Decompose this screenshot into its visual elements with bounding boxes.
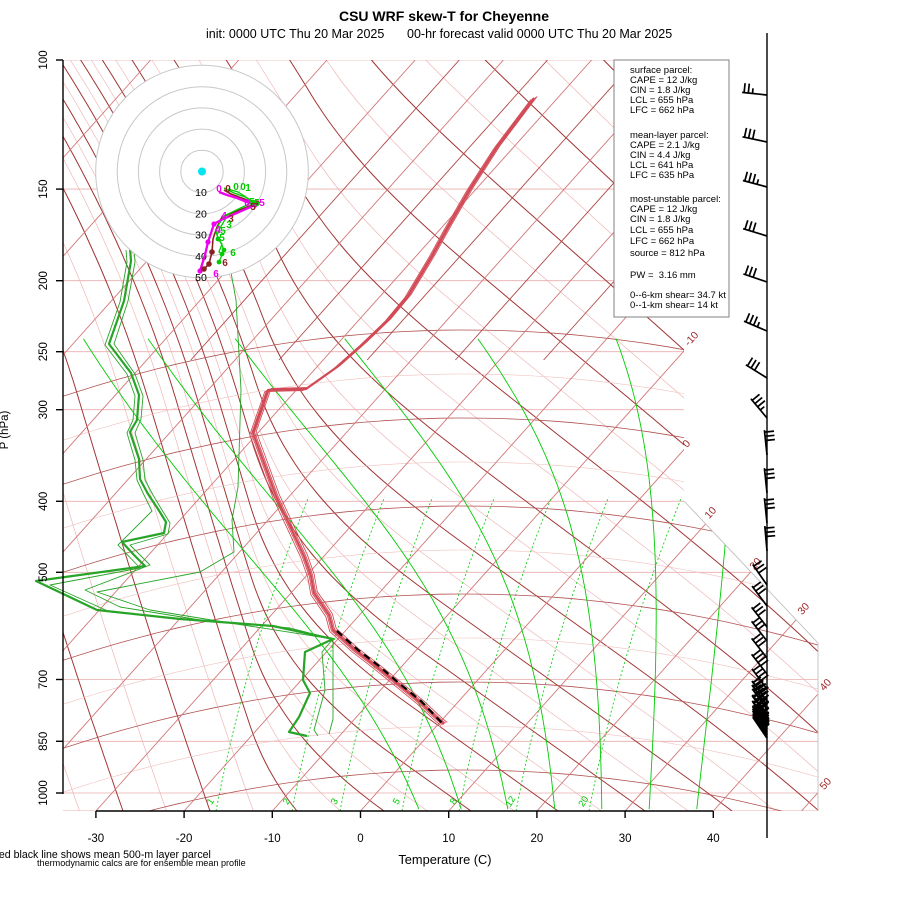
svg-text:5: 5 [254,198,260,209]
svg-text:100: 100 [38,50,50,69]
svg-text:20: 20 [576,794,591,809]
svg-text:700: 700 [38,670,50,689]
svg-text:10: 10 [442,833,455,845]
svg-text:50: 50 [817,776,834,793]
svg-text:LCL = 655 hPa: LCL = 655 hPa [630,225,694,236]
svg-text:surface parcel:: surface parcel: [630,65,692,76]
svg-text:CIN = 4.4 J/kg: CIN = 4.4 J/kg [630,150,690,161]
svg-text:source = 812 hPa: source = 812 hPa [630,248,705,259]
svg-text:5: 5 [391,797,403,807]
svg-text:6: 6 [230,248,236,259]
svg-text:LFC = 662 hPa: LFC = 662 hPa [630,105,695,116]
svg-text:CAPE = 12 J/kg: CAPE = 12 J/kg [630,204,697,215]
svg-text:4: 4 [215,225,221,236]
svg-text:0: 0 [225,184,231,195]
svg-text:8: 8 [448,797,460,807]
svg-text:300: 300 [38,400,50,419]
svg-text:4: 4 [221,211,227,222]
svg-text:Temperature (C): Temperature (C) [398,852,491,867]
svg-text:-20: -20 [176,833,193,845]
svg-text:CSU WRF skew-T for Cheyenne: CSU WRF skew-T for Cheyenne [339,8,549,24]
svg-text:3: 3 [226,220,232,231]
svg-text:30: 30 [195,230,207,242]
svg-text:mean-layer parcel:: mean-layer parcel: [630,130,709,141]
svg-text:most-unstable parcel:: most-unstable parcel: [630,194,721,205]
svg-text:CIN = 1.8 J/kg: CIN = 1.8 J/kg [630,214,690,225]
svg-text:thermodynamic calcs are for en: thermodynamic calcs are for ensemble mea… [37,858,246,868]
svg-text:40: 40 [707,833,720,845]
svg-text:30: 30 [619,833,632,845]
svg-text:6: 6 [213,269,219,280]
svg-text:500: 500 [38,563,50,582]
svg-text:20: 20 [195,208,207,220]
svg-text:00-hr forecast valid 0000 UTC: 00-hr forecast valid 0000 UTC Thu 20 Mar… [407,27,672,41]
svg-text:0: 0 [216,184,222,195]
svg-text:30: 30 [795,601,812,618]
svg-text:850: 850 [38,732,50,751]
svg-text:5: 5 [259,198,265,209]
svg-text:150: 150 [38,180,50,199]
svg-text:init: 0000 UTC Thu 20 Mar 2025: init: 0000 UTC Thu 20 Mar 2025 [206,27,384,41]
svg-text:5: 5 [250,202,256,213]
svg-text:5: 5 [249,197,255,208]
svg-text:10: 10 [195,187,207,199]
svg-text:1: 1 [245,183,251,194]
svg-text:1000: 1000 [38,780,50,806]
svg-text:200: 200 [38,271,50,290]
svg-text:1: 1 [205,797,217,807]
svg-text:400: 400 [38,492,50,511]
svg-text:CAPE = 2.1 J/kg: CAPE = 2.1 J/kg [630,140,700,151]
svg-text:-10: -10 [682,329,701,348]
svg-text:12: 12 [503,794,518,809]
svg-text:0--6-km shear= 34.7 kt: 0--6-km shear= 34.7 kt [630,290,726,301]
svg-text:0: 0 [244,198,250,209]
svg-text:5: 5 [219,233,225,244]
svg-text:2: 2 [281,797,293,807]
svg-text:0: 0 [233,182,239,193]
svg-text:10: 10 [702,505,719,522]
svg-text:250: 250 [38,342,50,361]
svg-text:0: 0 [680,438,693,450]
svg-text:3: 3 [228,214,234,225]
svg-text:0--1-km shear= 14 kt: 0--1-km shear= 14 kt [630,300,718,311]
svg-text:-30: -30 [88,833,105,845]
svg-text:6: 6 [222,258,228,269]
svg-text:LCL = 655 hPa: LCL = 655 hPa [630,95,694,106]
svg-text:40: 40 [817,677,834,694]
svg-text:CAPE = 12 J/kg: CAPE = 12 J/kg [630,75,697,86]
svg-text:CIN = 1.8 J/kg: CIN = 1.8 J/kg [630,85,690,96]
svg-text:hed black line shows mean 500-: hed black line shows mean 500-m layer pa… [0,849,211,861]
svg-text:P (hPa): P (hPa) [0,410,11,449]
svg-text:0: 0 [357,833,363,845]
svg-text:3: 3 [329,797,341,807]
svg-text:40: 40 [195,251,207,263]
svg-text:20: 20 [531,833,544,845]
svg-text:-10: -10 [264,833,281,845]
svg-text:LCL = 641 hPa: LCL = 641 hPa [630,160,694,171]
svg-text:LFC = 635 hPa: LFC = 635 hPa [630,170,695,181]
svg-text:5: 5 [220,226,226,237]
svg-text:PW = 3.16 mm: PW = 3.16 mm [630,270,696,281]
svg-text:50: 50 [195,272,207,284]
svg-text:0: 0 [240,182,246,193]
svg-text:LFC = 662 hPa: LFC = 662 hPa [630,236,695,247]
